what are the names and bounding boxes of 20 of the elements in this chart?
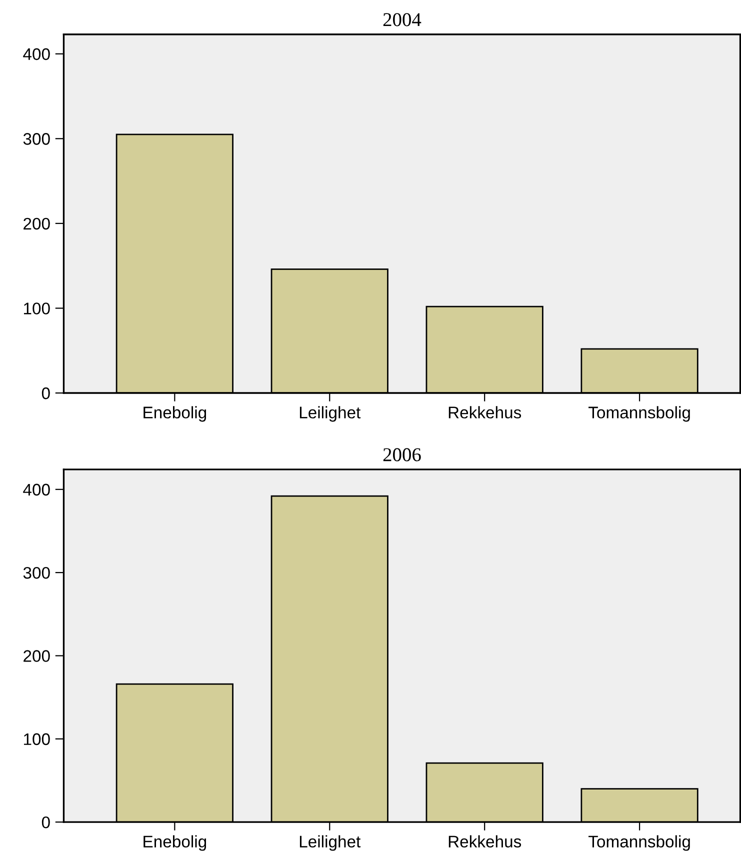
y-tick-label: 300 [23,566,50,579]
x-tick-label: Tomannsbolig [588,835,690,851]
chart-title: 2006 [383,448,421,462]
y-tick-label: 0 [42,387,50,400]
y-tick-label: 100 [24,302,50,314]
x-tick-label: Rekkehus [448,835,522,848]
y-tick-label: 200 [24,218,50,230]
y-tick-label: 400 [23,484,50,496]
x-tick-label: Leilighet [300,406,361,422]
x-tick-label: Rekkehus [448,406,522,418]
y-tick-label: 0 [42,816,50,828]
x-tick-label: Tomannsbolig [588,406,690,422]
y-tick-label: 100 [24,733,50,746]
x-tick-label: Enebolig [144,835,206,851]
x-tick-label: Enebolig [144,406,206,422]
y-tick-label: 300 [23,133,50,145]
y-tick-label: 400 [23,48,50,60]
x-tick-label: Leilighet [300,835,361,851]
chart-title: 2004 [383,13,422,26]
y-tick-label: 200 [24,650,50,662]
